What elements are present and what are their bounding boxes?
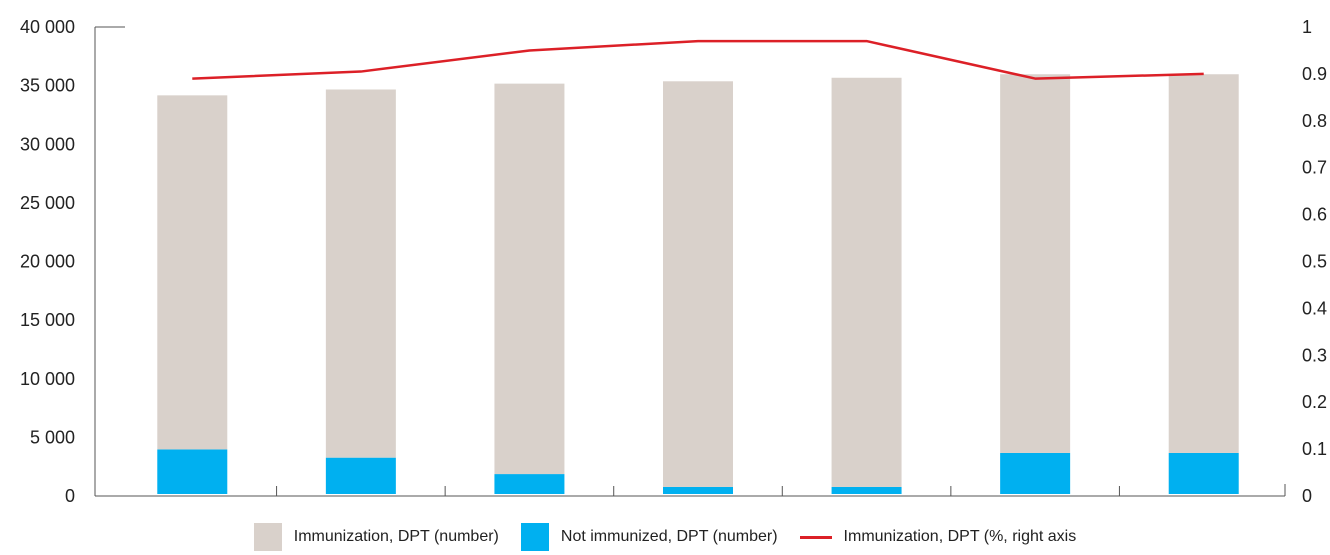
legend-item-not-immunized: Not immunized, DPT (number): [520, 523, 778, 551]
bar-immunized: [1000, 74, 1071, 453]
line-layer: [192, 39, 1204, 80]
right-axis-tick-label: 0.1: [1302, 439, 1327, 459]
bar-not-immunized: [831, 486, 902, 494]
bar-immunized: [494, 83, 565, 475]
legend-swatch-immunization-pct: [799, 535, 832, 539]
bars-layer: [157, 74, 1239, 494]
right-axis-tick-label: 0.4: [1302, 298, 1327, 318]
bar-immunized: [325, 89, 396, 458]
bar-not-immunized: [1000, 452, 1071, 494]
right-axis-tick-label: 0.7: [1302, 158, 1327, 178]
left-axis-tick-label: 15 000: [20, 310, 75, 330]
right-axis-tick-label: 0.5: [1302, 252, 1327, 272]
left-axis-tick-label: 35 000: [20, 76, 75, 96]
bar-immunized: [831, 77, 902, 487]
bar-immunized: [157, 95, 228, 450]
right-axis-tick-label: 0.3: [1302, 345, 1327, 365]
right-axis-tick-label: 0.8: [1302, 111, 1327, 131]
legend: Immunization, DPT (number) Not immunized…: [0, 522, 1330, 552]
bar-not-immunized: [325, 457, 396, 494]
right-axis-tick-label: 0.2: [1302, 392, 1327, 412]
left-axis-tick-label: 0: [65, 486, 75, 506]
legend-swatch-immunized: [253, 523, 282, 551]
right-axis-tick-label: 0.9: [1302, 64, 1327, 84]
bar-not-immunized: [1168, 452, 1239, 494]
right-axis-tick-label: 1: [1302, 17, 1312, 37]
bar-not-immunized: [663, 486, 733, 494]
line-immunization-pct: [192, 39, 1204, 80]
bar-immunized: [1168, 74, 1239, 453]
bar-not-immunized: [157, 449, 228, 494]
legend-label-not-immunized: Not immunized, DPT (number): [560, 528, 778, 545]
axes-layer: [94, 26, 1286, 497]
left-axis-tick-label: 5 000: [30, 427, 75, 447]
legend-item-immunization-pct: Immunization, DPT (%, right axis: [799, 528, 1077, 546]
legend-item-immunized: Immunization, DPT (number): [253, 523, 499, 551]
legend-label-immunized: Immunization, DPT (number): [293, 528, 499, 545]
bar-immunized: [663, 81, 733, 487]
left-axis-tick-label: 20 000: [20, 252, 75, 272]
left-axis-tick-label: 10 000: [20, 369, 75, 389]
right-axis-tick-label: 0: [1302, 486, 1312, 506]
left-axis-tick-label: 30 000: [20, 134, 75, 154]
legend-swatch-not-immunized: [520, 523, 549, 551]
legend-label-immunization-pct: Immunization, DPT (%, right axis: [843, 528, 1077, 545]
left-axis-tick-label: 25 000: [20, 193, 75, 213]
left-axis-tick-label: 40 000: [20, 17, 75, 37]
ticks-layer: 0 5 000 10 000 15 000 20 000 25 000 30 000 35 0…: [20, 17, 1327, 506]
right-axis-tick-label: 0.6: [1302, 205, 1327, 225]
bar-not-immunized: [494, 474, 565, 494]
